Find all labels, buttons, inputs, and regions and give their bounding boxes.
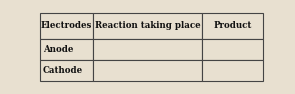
Bar	[93, 60, 202, 81]
Text: Anode: Anode	[43, 45, 73, 54]
Bar	[93, 39, 202, 60]
Text: Reaction taking place: Reaction taking place	[95, 21, 201, 30]
Text: Electrodes: Electrodes	[41, 21, 92, 30]
Bar	[202, 39, 263, 60]
Bar	[40, 39, 93, 60]
Bar	[40, 60, 93, 81]
Bar	[93, 13, 202, 39]
Bar	[202, 13, 263, 39]
Bar	[40, 13, 93, 39]
Text: Cathode: Cathode	[43, 66, 83, 75]
Text: Product: Product	[213, 21, 251, 30]
Bar	[202, 60, 263, 81]
